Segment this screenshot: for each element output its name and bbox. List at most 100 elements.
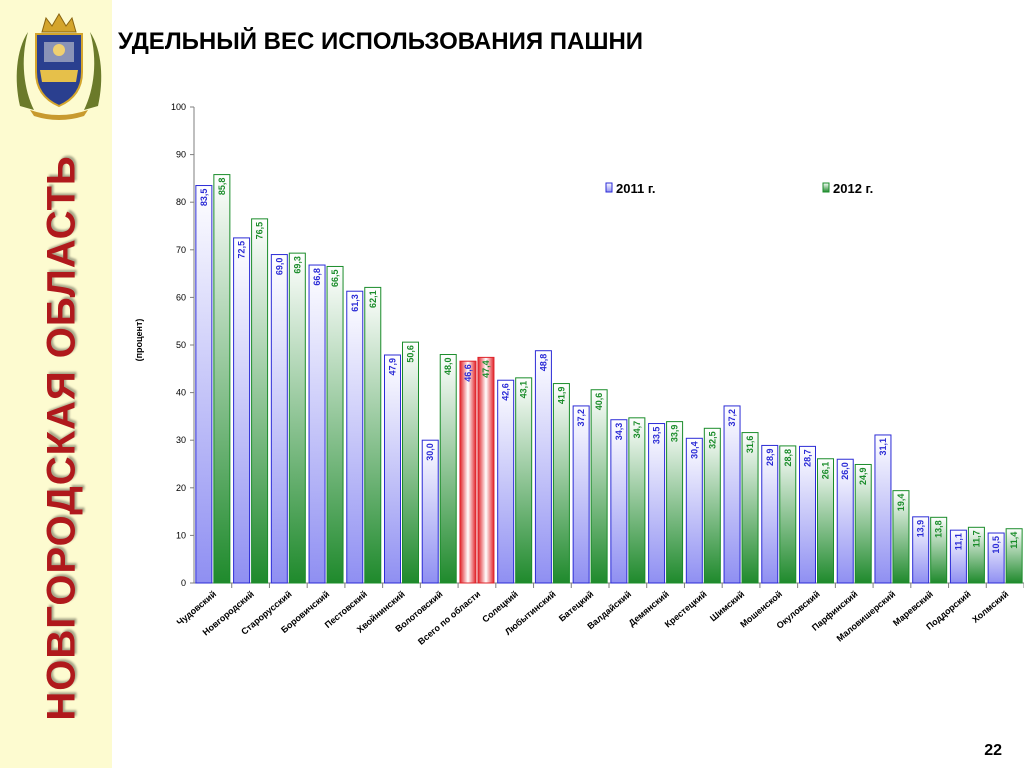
bar-2012 [967,526,985,584]
bar-2012 [779,445,797,584]
y-tick-label: 0 [181,578,186,588]
value-label-2011: 33,5 [652,427,662,445]
bar-2011 [233,237,251,584]
bar-2012 [666,421,684,584]
value-label-2011: 30,4 [689,441,699,459]
value-label-2011: 72,5 [237,241,247,259]
bar-2012 [1005,528,1023,584]
value-label-2011: 47,9 [388,358,398,376]
value-label-2011: 26,0 [840,462,850,480]
value-label-2011: 48,8 [538,354,548,372]
value-label-2012: 33,9 [670,425,680,443]
bar-2012 [930,516,948,584]
bar-2012 [703,427,721,584]
slide-title: УДЕЛЬНЫЙ ВЕС ИСПОЛЬЗОВАНИЯ ПАШНИ [118,28,644,55]
value-label-2012: 40,6 [594,393,604,411]
value-label-2012: 13,8 [934,520,944,538]
value-label-2011: 42,6 [501,383,511,401]
bar-2011 [308,264,326,584]
bar-2012 [364,286,382,584]
bar-2011 [685,437,703,584]
category-label: Шимский [708,589,746,623]
bar-2011 [421,439,439,584]
value-label-2011: 10,5 [991,536,1001,554]
y-tick-label: 100 [171,102,186,112]
bar-2011 [761,444,779,584]
bar-2011 [610,419,628,584]
value-label-2012: 31,6 [745,436,755,454]
y-tick-label: 50 [176,340,186,350]
y-tick-label: 20 [176,483,186,493]
value-labels: 83,5 85,8 72,5 76,5 69,0 69,3 66,8 66,5 61,3 62,1… [199,178,1019,554]
value-label-2011: 61,3 [350,294,360,312]
value-label-2012: 62,1 [368,290,378,308]
value-label-2012: 69,3 [292,256,302,274]
bar-2011 [648,423,666,584]
category-label: Всего по области [416,589,482,647]
value-label-2012: 43,1 [519,381,529,399]
bar-2011 [270,254,288,584]
bar-2011 [459,360,477,584]
y-tick-label: 80 [176,197,186,207]
value-label-2011: 31,1 [878,438,888,456]
region-name: НОВГОРОДСКАЯ ОБЛАСТЬ [39,155,84,721]
value-label-2011: 46,6 [463,364,473,382]
bar-2011 [346,290,364,584]
bar-2012 [251,218,269,584]
legend: 2011 г. 2012 г. [605,181,873,196]
bar-2011 [799,445,816,584]
value-label-2011: 13,9 [916,520,926,538]
bar-2012 [590,389,608,584]
legend-swatch-2012 [822,182,830,193]
bar-2012 [854,463,872,584]
value-label-2011: 37,2 [727,409,737,427]
value-label-2012: 66,5 [330,269,340,287]
bar-2012 [892,490,910,584]
bar-2011 [987,532,1005,584]
value-label-2012: 85,8 [217,178,227,196]
legend-swatch-2011 [605,182,613,193]
bar-2011 [949,529,967,584]
value-label-2012: 32,5 [707,431,717,449]
bars [195,174,1023,584]
y-tick-label: 70 [176,245,186,255]
value-label-2012: 11,7 [971,530,981,547]
value-label-2012: 47,4 [481,360,491,378]
legend-label-2011: 2011 г. [616,181,656,196]
value-label-2011: 28,7 [803,449,813,467]
value-label-2012: 19,4 [896,494,906,512]
value-label-2011: 69,0 [274,258,284,276]
novgorod-coat-of-arms-icon [16,13,102,120]
bar-2011 [912,516,930,584]
value-label-2012: 76,5 [255,222,265,240]
value-label-2011: 83,5 [199,189,209,207]
y-tick-label: 10 [176,530,186,540]
y-axis-label: (процент) [134,319,144,362]
y-tick-label: 30 [176,435,186,445]
bar-2012 [439,354,457,584]
bar-2011 [195,185,213,584]
y-tick-label: 60 [176,292,186,302]
value-label-2012: 11,4 [1009,532,1019,549]
bar-2012 [628,417,646,584]
value-label-2011: 34,3 [614,423,624,441]
value-label-2011: 66,8 [312,268,322,286]
y-tick-label: 90 [176,150,186,160]
legend-label-2012: 2012 г. [833,181,873,196]
value-label-2012: 41,9 [556,387,566,405]
bar-2012 [552,383,570,584]
bar-2012 [326,265,344,584]
bar-2012 [213,174,231,584]
bar-2012 [402,341,419,584]
category-label: Холмский [970,589,1010,625]
value-label-2011: 37,2 [576,409,586,427]
category-label: Батецкий [557,589,596,624]
category-label: Крестецкий [663,589,709,630]
bar-chart: (процент) 0 10 20 30 40 50 60 70 80 90 100 83,5 85,… [134,102,1024,647]
value-label-2011: 11,1 [953,533,963,550]
value-label-2011: 30,0 [425,443,435,461]
bar-2012 [817,458,834,584]
value-label-2012: 34,7 [632,421,642,439]
value-label-2012: 50,6 [406,345,416,363]
bar-2011 [572,405,590,584]
